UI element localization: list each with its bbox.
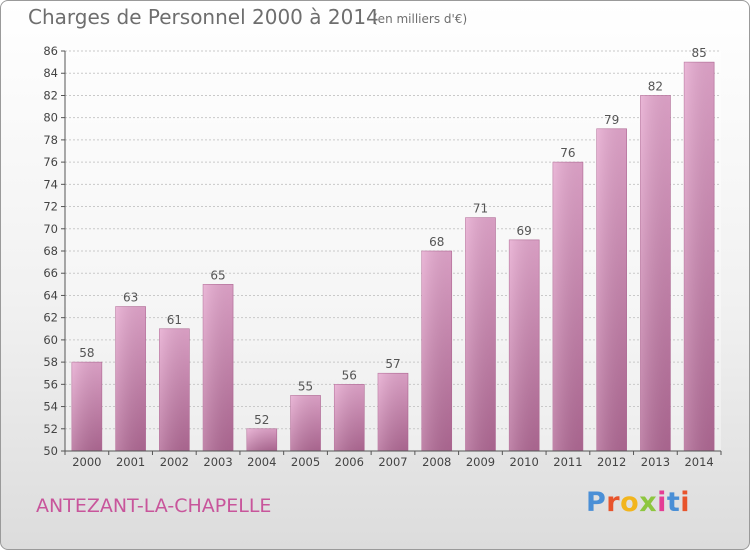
x-tick-label: 2007 [378,455,407,469]
bar-value-label: 69 [517,224,532,238]
y-tick-label: 50 [43,444,58,458]
x-tick-label: 2012 [597,455,626,469]
bar-shade [378,373,408,451]
bar-value-label: 55 [298,379,313,393]
bar-value-label: 58 [79,346,94,360]
y-tick-label: 78 [43,133,58,147]
x-tick-label: 2005 [291,455,320,469]
bar-shade [596,128,627,451]
y-tick-label: 66 [43,266,58,280]
bar-shade [334,384,365,451]
x-tick-label: 2009 [466,455,495,469]
logo-letter: i [657,487,667,518]
x-tick-label: 2001 [116,455,145,469]
x-tick-label: 2008 [422,455,451,469]
bar-value-label: 68 [429,235,444,249]
y-tick-label: 84 [43,66,58,80]
bar-shade [115,306,146,451]
bar-value-label: 61 [167,313,182,327]
x-tick-label: 2014 [684,455,713,469]
y-tick-label: 70 [43,222,58,236]
bar-shade [203,284,234,451]
bar-value-label: 85 [691,46,706,60]
bar-value-label: 82 [648,79,663,93]
x-tick-label: 2010 [510,455,539,469]
commune-name: ANTEZANT-LA-CHAPELLE [36,495,272,517]
x-tick-label: 2006 [335,455,364,469]
bar-value-label: 65 [210,268,225,282]
x-tick-label: 2011 [553,455,582,469]
bar-value-label: 52 [254,413,269,427]
y-tick-label: 80 [43,111,58,125]
y-tick-label: 72 [43,200,58,214]
bar-shade [509,239,540,451]
logo-letter: t [666,487,681,518]
bar-shade [159,328,190,451]
x-tick-label: 2003 [203,455,232,469]
bar-shade [552,162,583,451]
y-tick-label: 82 [43,88,58,102]
bar-value-label: 76 [560,146,575,160]
y-tick-label: 54 [43,400,58,414]
logo-letter: r [606,487,621,518]
bar-shade [640,95,671,451]
y-tick-label: 86 [43,44,58,58]
y-tick-label: 76 [43,155,58,169]
x-tick-label: 2013 [641,455,670,469]
y-tick-label: 62 [43,311,58,325]
logo-letter: x [639,487,658,518]
logo-letter: o [620,487,640,518]
proxiti-logo: Proxiti [586,487,690,518]
bar-shade [246,428,277,451]
y-tick-label: 52 [43,422,58,436]
x-tick-label: 2000 [72,455,101,469]
x-tick-label: 2002 [160,455,189,469]
bar-value-label: 57 [385,357,400,371]
bar-shade [465,217,496,451]
y-tick-label: 68 [43,244,58,258]
bar-value-label: 71 [473,202,488,216]
bar-value-label: 56 [342,368,357,382]
bar-shade [71,362,102,451]
bar-shade [290,395,321,451]
bar-shade [421,251,452,451]
x-tick-label: 2004 [247,455,276,469]
bar-value-label: 79 [604,113,619,127]
logo-letter: i [680,487,691,518]
chart-subtitle: (en milliers d'€) [373,12,468,26]
y-tick-label: 64 [43,288,58,302]
y-tick-label: 60 [43,333,58,347]
chart-title: Charges de Personnel 2000 à 2014 [28,5,379,29]
logo-letter: P [586,487,607,518]
y-tick-label: 74 [43,177,58,191]
y-tick-label: 56 [43,377,58,391]
bar-shade [684,62,715,451]
y-tick-label: 58 [43,355,58,369]
bar-value-label: 63 [123,291,138,305]
